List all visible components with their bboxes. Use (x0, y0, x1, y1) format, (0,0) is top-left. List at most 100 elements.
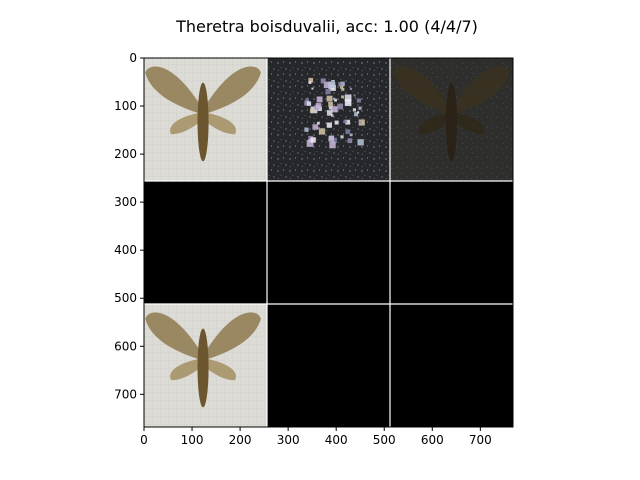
axes: 0 100 200 300 400 500 600 700 0 100 200 300 400 500 60… (114, 51, 514, 447)
noise-speck (308, 139, 312, 143)
noise-speck (312, 124, 318, 130)
image-tile-0-0 (144, 58, 267, 181)
y-tick-label: 400 (114, 243, 137, 257)
y-tick-label: 0 (129, 51, 137, 65)
noise-speck (341, 87, 345, 91)
noise-speck (308, 81, 312, 85)
tile-background (390, 181, 513, 304)
noise-speck (306, 101, 312, 106)
axes-frame (143, 57, 514, 428)
noise-speck (341, 95, 344, 99)
moth-right-wing (451, 66, 510, 115)
x-tick-label: 100 (181, 433, 204, 447)
noise-speck (340, 81, 345, 87)
noise-speck (345, 129, 350, 134)
noise-speck (353, 94, 356, 97)
image-tile-2-0 (144, 304, 267, 427)
noise-speck (356, 98, 361, 103)
noise-speck (310, 137, 316, 143)
noise-speck (309, 108, 315, 113)
noise-speck (316, 121, 320, 125)
image-tile-1-2 (390, 181, 513, 304)
noise-speck (326, 95, 333, 102)
image-tile-1-0 (144, 181, 267, 304)
noise-speck (331, 106, 338, 113)
noise-speck (305, 98, 310, 103)
moth-right-hindwing (451, 112, 485, 135)
noise-speck (323, 81, 331, 89)
y-tick-label: 600 (114, 339, 137, 353)
noise-speck (316, 96, 323, 103)
chart-title: Theretra boisduvalii, acc: 1.00 (4/4/7) (175, 17, 478, 36)
image-tile-2-2 (390, 304, 513, 427)
noise-speck (331, 137, 337, 144)
noise-speck (311, 87, 314, 90)
y-tick-label: 500 (114, 291, 137, 305)
y-tick-label: 100 (114, 99, 137, 113)
moth-right-hindwing (203, 112, 236, 135)
image-tile-2-1 (267, 304, 390, 427)
noise-speck (338, 82, 343, 87)
noise-speck (357, 111, 360, 114)
noise-speck (358, 121, 362, 124)
noise-speck (354, 112, 359, 117)
moth-left-hindwing (418, 112, 452, 135)
image-tiles (144, 58, 513, 427)
y-tick-label: 300 (114, 195, 137, 209)
noise-speck (340, 85, 344, 89)
noise-speck (358, 119, 365, 126)
noise-speck (328, 136, 335, 142)
moth-right-hindwing (203, 358, 236, 381)
x-tick-label: 500 (373, 433, 396, 447)
noise-speck (317, 126, 320, 130)
moth-body (197, 328, 209, 408)
moth-left-hindwing (170, 358, 204, 381)
tile-background (267, 181, 390, 304)
noise-speck (345, 119, 351, 125)
noise-speck (344, 99, 352, 106)
image-tile-1-1 (267, 181, 390, 304)
x-tick-label: 0 (140, 433, 148, 447)
noise-speck (315, 103, 322, 109)
moth-right-wing (203, 66, 261, 115)
image-tile-0-2 (390, 58, 513, 181)
noise-speck (320, 78, 326, 84)
noise-speck (357, 139, 364, 146)
noise-speck (349, 87, 353, 91)
noise-speck (352, 108, 357, 112)
tile-background (267, 304, 390, 427)
noise-speck (328, 81, 336, 89)
tile-background (267, 58, 390, 181)
noise-speck (308, 77, 314, 83)
x-tick-label: 300 (277, 433, 300, 447)
moth-left-wing (393, 66, 452, 115)
moth-body (445, 82, 458, 162)
noise-speck (333, 97, 336, 100)
noise-speck (328, 101, 333, 107)
noise-speck (329, 141, 336, 149)
x-tick-label: 400 (325, 433, 348, 447)
y-tick-label: 700 (114, 387, 137, 401)
moth-body (197, 82, 209, 162)
moth-left-wing (145, 66, 204, 115)
tile-background (390, 304, 513, 427)
noise-speck (304, 100, 310, 106)
noise-speck (306, 139, 314, 147)
noise-speck (317, 106, 322, 111)
noise-speck (326, 122, 332, 128)
moth-right-wing (203, 312, 261, 361)
noise-speck (325, 88, 331, 95)
x-tick-label: 200 (229, 433, 252, 447)
noise-speck (304, 127, 309, 132)
noise-speck (358, 106, 362, 110)
noise-speck (318, 128, 326, 135)
y-tick-label: 200 (114, 147, 137, 161)
noise-speck (343, 119, 347, 124)
noise-speck (349, 133, 353, 137)
noise-speck (334, 120, 339, 125)
noise-speck (344, 94, 352, 102)
tile-background (144, 181, 267, 304)
noise-speck (331, 114, 334, 117)
moth-left-wing (145, 312, 204, 361)
